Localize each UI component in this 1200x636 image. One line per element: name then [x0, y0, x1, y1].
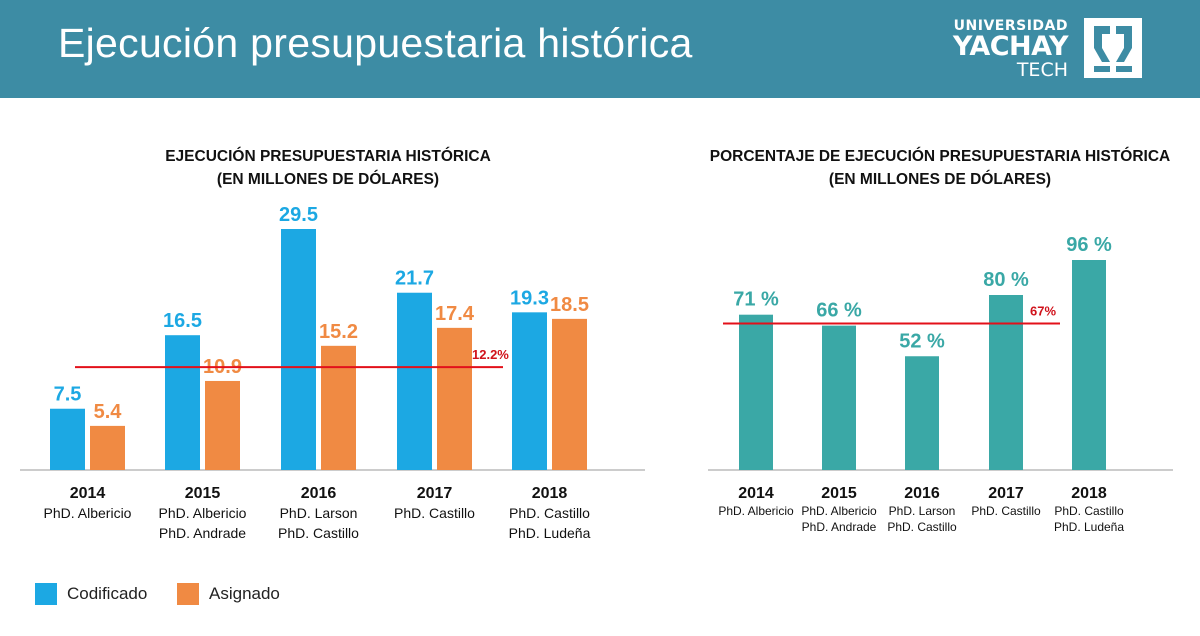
legend-label-codificado: Codificado — [67, 584, 148, 603]
bar-asignado-2014 — [90, 425, 125, 470]
data-label-asignado-2016: 15.2 — [319, 321, 358, 343]
x-sublabel-2017-0: PhD. Castillo — [971, 504, 1041, 518]
execution-percentage-chart: 71 % 2014 PhD. Albericio 66 % 2015 PhD. Alber… — [708, 234, 1173, 534]
chart1-subtitle-line: (EN MILLONES DE DÓLARES) — [216, 171, 440, 188]
data-label-asignado-2018: 18.5 — [550, 294, 589, 316]
chart2-title: PORCENTAJE DE EJECUCIÓN PRESUPUESTARIA H… — [690, 145, 1190, 191]
x-tick-2018: 2018 — [1071, 485, 1107, 502]
data-label-codificado-2015: 16.5 — [163, 310, 202, 332]
x-tick-2014: 2014 — [70, 485, 106, 502]
legend-asignado: Asignado — [177, 582, 280, 606]
data-label-asignado-2014: 5.4 — [94, 401, 123, 423]
chart1-title-line: EJECUCIÓN PRESUPUESTARIA HISTÓRICA — [165, 148, 491, 165]
x-tick-2018: 2018 — [532, 485, 568, 502]
logo-mark-icon — [1084, 18, 1142, 78]
bar-codificado-2017 — [397, 292, 432, 470]
x-tick-2016: 2016 — [904, 485, 940, 502]
data-label-asignado-2017: 17.4 — [435, 303, 475, 325]
x-sublabel-2016-1: PhD. Castillo — [278, 525, 359, 541]
x-tick-2016: 2016 — [301, 485, 337, 502]
bar-porcentaje-2018 — [1072, 260, 1106, 470]
data-label-porcentaje-2017: 80 % — [983, 269, 1029, 291]
x-sublabel-2015-1: PhD. Andrade — [802, 520, 877, 534]
x-tick-2015: 2015 — [821, 485, 857, 502]
x-tick-2017: 2017 — [988, 485, 1024, 502]
chart2-reference-label: 67% — [1030, 303, 1056, 318]
chart1-reference-label: 12.2% — [472, 347, 509, 362]
data-label-codificado-2018: 19.3 — [510, 287, 549, 309]
data-label-porcentaje-2014: 71 % — [733, 289, 779, 311]
bar-codificado-2014 — [50, 408, 85, 470]
data-label-codificado-2016: 29.5 — [279, 204, 318, 226]
bar-porcentaje-2014 — [739, 314, 773, 470]
data-label-porcentaje-2015: 66 % — [816, 300, 862, 322]
x-sublabel-2018-0: PhD. Castillo — [1054, 504, 1124, 518]
bar-asignado-2018 — [552, 318, 587, 470]
chart2-subtitle-line: (EN MILLONES DE DÓLARES) — [828, 171, 1052, 188]
bar-codificado-2016 — [281, 229, 316, 470]
bar-asignado-2016 — [321, 345, 356, 470]
logo-line-2: YACHAY — [952, 31, 1069, 62]
data-label-codificado-2017: 21.7 — [395, 268, 434, 290]
x-sublabel-2015-1: PhD. Andrade — [159, 525, 246, 541]
x-sublabel-2016-0: PhD. Larson — [889, 504, 956, 518]
bar-porcentaje-2015 — [822, 325, 856, 470]
legend-codificado: Codificado — [35, 582, 147, 606]
bar-codificado-2018 — [512, 312, 547, 470]
legend-label-asignado: Asignado — [209, 584, 280, 603]
data-label-porcentaje-2016: 52 % — [899, 330, 945, 352]
logo-line-1: UNIVERSIDAD — [953, 18, 1068, 34]
x-sublabel-2014-0: PhD. Albericio — [718, 504, 794, 518]
x-sublabel-2017-0: PhD. Castillo — [394, 505, 475, 521]
x-tick-2017: 2017 — [417, 485, 453, 502]
page-title: Ejecución presupuestaria histórica — [58, 20, 693, 66]
data-label-codificado-2014: 7.5 — [54, 384, 82, 406]
bar-asignado-2017 — [437, 327, 472, 470]
x-sublabel-2018-1: PhD. Ludeña — [509, 525, 591, 541]
x-sublabel-2016-0: PhD. Larson — [280, 505, 358, 521]
bar-codificado-2015 — [165, 335, 200, 470]
bar-asignado-2015 — [205, 380, 240, 470]
logo-line-3: TECH — [1016, 59, 1068, 81]
x-tick-2015: 2015 — [185, 485, 221, 502]
x-sublabel-2014-0: PhD. Albericio — [44, 505, 132, 521]
x-sublabel-2018-0: PhD. Castillo — [509, 505, 590, 521]
chart1-title: EJECUCIÓN PRESUPUESTARIA HISTÓRICA (EN M… — [78, 145, 578, 191]
x-sublabel-2016-1: PhD. Castillo — [887, 520, 957, 534]
x-tick-2014: 2014 — [738, 485, 774, 502]
bar-porcentaje-2016 — [905, 356, 939, 470]
x-sublabel-2018-1: PhD. Ludeña — [1054, 520, 1124, 534]
chart2-title-line: PORCENTAJE DE EJECUCIÓN PRESUPUESTARIA H… — [709, 148, 1171, 165]
header-banner: Ejecución presupuestaria histórica UNIVE… — [0, 0, 1200, 98]
legend-swatch-asignado — [177, 583, 199, 605]
x-sublabel-2015-0: PhD. Albericio — [801, 504, 877, 518]
x-sublabel-2015-0: PhD. Albericio — [159, 505, 247, 521]
legend-swatch-codificado — [35, 583, 57, 605]
bar-porcentaje-2017 — [989, 295, 1023, 470]
data-label-porcentaje-2018: 96 % — [1066, 234, 1112, 256]
logo-text: UNIVERSIDAD YACHAY TECH — [908, 18, 1069, 81]
